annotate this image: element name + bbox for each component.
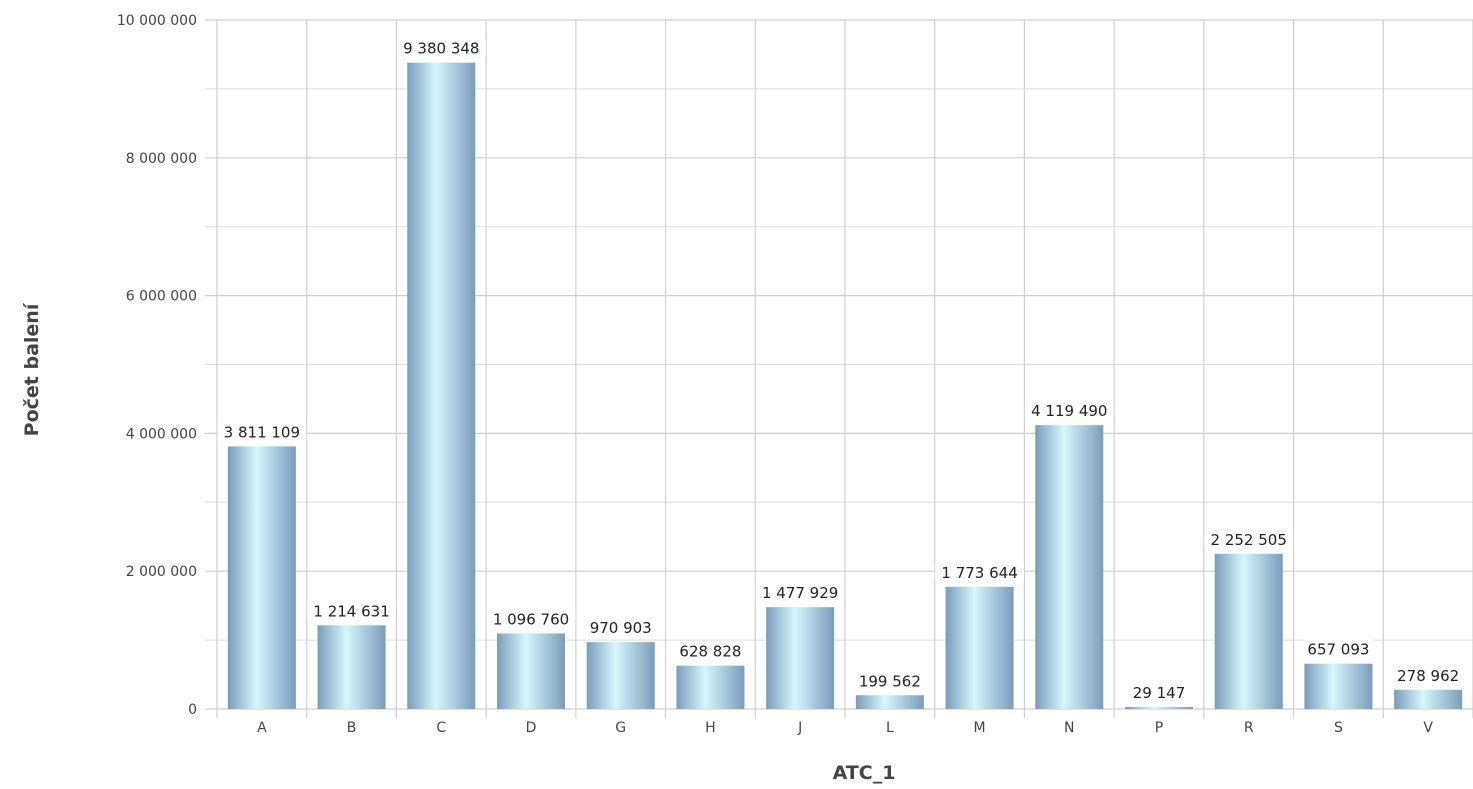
- data-label-background: [486, 608, 576, 629]
- bar-g: [586, 642, 655, 709]
- x-tick-label-n: N: [1064, 720, 1074, 736]
- data-label-m: 1 773 644: [941, 564, 1017, 582]
- x-tick-label-j: J: [797, 720, 802, 736]
- bars: [227, 62, 1463, 709]
- y-tick-label: 0: [188, 702, 197, 718]
- bar-j: [766, 607, 835, 709]
- y-tick-label: 6 000 000: [126, 289, 197, 305]
- y-tick-label: 2 000 000: [126, 564, 197, 580]
- data-label-l: 199 562: [859, 672, 921, 690]
- y-tick-label: 4 000 000: [126, 426, 197, 442]
- bar-l: [855, 695, 924, 709]
- data-label-j: 1 477 929: [762, 584, 838, 602]
- x-tick-label-g: G: [615, 720, 626, 736]
- data-label-background: [1128, 681, 1190, 702]
- x-tick-label-l: L: [886, 720, 894, 736]
- y-axis-title: Počet balení: [21, 302, 43, 436]
- bar-c: [407, 62, 476, 709]
- bar-d: [497, 633, 565, 709]
- x-tick-label-s: S: [1334, 720, 1343, 736]
- x-tick-label-a: A: [257, 720, 267, 736]
- data-label-p: 29 147: [1133, 684, 1186, 702]
- data-label-background: [1024, 400, 1114, 421]
- bar-b: [317, 625, 386, 709]
- data-label-n: 4 119 490: [1031, 402, 1107, 420]
- data-label-c: 9 380 348: [403, 40, 479, 58]
- bar-p: [1125, 706, 1193, 709]
- data-label-background: [1204, 528, 1294, 549]
- x-tick-label-h: H: [705, 720, 716, 736]
- x-tick-label-b: B: [347, 720, 357, 736]
- data-label-background: [217, 421, 307, 442]
- data-label-background: [307, 600, 396, 621]
- data-label-background: [854, 670, 926, 691]
- data-label-b: 1 214 631: [313, 602, 389, 620]
- data-label-r: 2 252 505: [1211, 531, 1287, 549]
- data-label-background: [675, 640, 746, 661]
- data-label-background: [1303, 638, 1374, 659]
- bar-r: [1214, 553, 1283, 709]
- data-label-background: [585, 617, 656, 638]
- x-tick-label-d: D: [526, 720, 537, 736]
- x-tick-label-r: R: [1244, 720, 1254, 736]
- data-label-background: [1392, 664, 1464, 685]
- bar-v: [1394, 689, 1463, 709]
- data-label-background: [755, 582, 845, 603]
- x-tick-label-p: P: [1155, 720, 1163, 736]
- data-labels: 3 811 109 1 214 631 9 380 348 1 096 760 970 …: [217, 37, 1464, 702]
- bar-m: [945, 586, 1014, 709]
- data-label-background: [396, 37, 486, 58]
- data-label-g: 970 903: [590, 619, 652, 637]
- y-tick-label: 8 000 000: [126, 151, 197, 167]
- bar-a: [227, 446, 296, 709]
- axes: 0 2 000 000 4 000 000 6 000 000 8 000 000 10 …: [117, 13, 1434, 736]
- data-label-h: 628 828: [679, 643, 741, 661]
- data-label-background: [935, 561, 1024, 582]
- data-label-a: 3 811 109: [224, 423, 300, 441]
- bar-n: [1035, 425, 1104, 709]
- data-label-s: 657 093: [1307, 641, 1369, 659]
- data-label-v: 278 962: [1397, 667, 1459, 685]
- bar-h: [676, 665, 745, 709]
- x-tick-label-v: V: [1423, 720, 1433, 736]
- y-tick-label: 10 000 000: [117, 13, 197, 29]
- data-label-d: 1 096 760: [493, 610, 569, 628]
- bar-s: [1304, 663, 1373, 709]
- x-axis-title: ATC_1: [833, 762, 896, 784]
- x-tick-label-m: M: [974, 720, 986, 736]
- x-tick-label-c: C: [436, 720, 446, 736]
